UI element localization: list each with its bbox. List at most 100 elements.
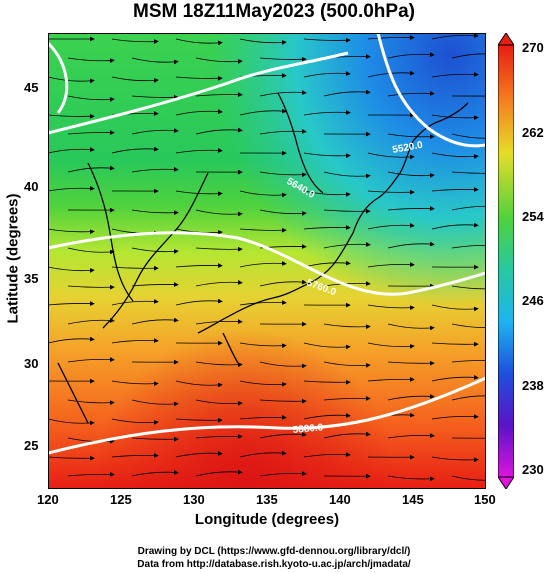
streamline	[195, 280, 243, 287]
streamline	[48, 418, 95, 426]
streamline	[175, 148, 223, 154]
streamline	[303, 452, 351, 458]
streamline	[239, 261, 287, 268]
streamline	[175, 451, 223, 458]
y-tick-label: 25	[24, 438, 39, 453]
streamline	[451, 285, 486, 290]
streamline	[111, 299, 159, 306]
streamline	[431, 222, 479, 230]
colorbar-tick-label: 246	[522, 293, 544, 308]
streamline	[131, 57, 179, 65]
map-title: MSM 18Z11May2023 (500.0hPa)	[133, 1, 415, 22]
streamline	[48, 301, 95, 306]
streamline	[323, 323, 371, 330]
streamline	[431, 152, 479, 159]
contour-label-5880: 5880.0	[292, 422, 324, 436]
colorbar-tick-label: 230	[522, 462, 544, 477]
streamline	[67, 472, 115, 477]
streamline	[387, 323, 435, 331]
streamline	[303, 225, 351, 230]
streamline	[323, 89, 371, 97]
streamline	[67, 399, 115, 406]
streamline	[259, 398, 307, 404]
streamline	[259, 171, 307, 178]
streamline	[175, 38, 223, 46]
streamline	[195, 361, 243, 368]
colorbar	[497, 32, 515, 490]
streamline	[367, 35, 415, 40]
colorbar-tick-label: 254	[522, 209, 544, 224]
streamline	[67, 357, 115, 363]
streamline	[67, 437, 115, 444]
streamline	[303, 152, 351, 159]
credit-data: Data from http://database.rish.kyoto-u.a…	[137, 559, 411, 570]
streamline	[367, 223, 415, 230]
streamline	[431, 341, 479, 347]
y-tick-label: 30	[24, 356, 39, 371]
streamline	[387, 206, 435, 211]
streamline	[175, 417, 223, 423]
streamline	[387, 394, 435, 401]
streamline	[175, 263, 223, 268]
streamline	[195, 209, 243, 217]
streamline	[387, 171, 435, 178]
streamline	[48, 147, 95, 154]
streamline	[195, 399, 243, 406]
streamline	[431, 456, 479, 463]
streamline	[67, 130, 115, 135]
streamline	[111, 418, 159, 425]
streamline	[48, 266, 95, 273]
streamline	[111, 76, 159, 83]
streamline	[431, 72, 479, 78]
streamline	[303, 110, 351, 116]
streamline	[367, 304, 415, 311]
streamline	[195, 469, 243, 477]
x-tick-label: 125	[110, 492, 132, 507]
streamline	[67, 284, 115, 290]
streamline	[67, 165, 115, 173]
streamline	[387, 52, 435, 59]
streamline	[259, 90, 307, 97]
colorbar-top-arrow	[497, 32, 515, 46]
x-axis-label: Longitude (degrees)	[194, 511, 340, 528]
streamline	[259, 209, 307, 216]
streamline	[323, 431, 371, 439]
streamline	[239, 190, 287, 198]
streamline	[195, 127, 243, 135]
streamline	[387, 360, 435, 366]
streamline	[431, 187, 479, 192]
y-tick-label: 35	[24, 271, 39, 286]
streamline	[367, 262, 415, 268]
streamline	[451, 244, 486, 249]
streamline	[451, 171, 486, 174]
streamline	[323, 281, 371, 287]
streamline	[67, 57, 115, 63]
warm-ridge-shading	[48, 33, 486, 489]
streamline	[195, 246, 243, 252]
streamline	[303, 190, 351, 197]
contour-label-5520: 5520.0	[392, 140, 424, 156]
streamline	[387, 433, 435, 439]
streamline	[195, 92, 243, 97]
streamline	[431, 304, 479, 312]
streamline	[175, 75, 223, 81]
streamline	[387, 133, 435, 140]
streamline	[131, 436, 179, 442]
streamline	[451, 205, 486, 211]
streamline	[431, 33, 479, 40]
streamline	[239, 227, 287, 233]
x-tick-label: 120	[37, 492, 59, 507]
streamline	[387, 241, 435, 249]
streamline	[111, 265, 159, 271]
streamline	[451, 323, 486, 328]
streamline	[239, 300, 287, 306]
streamline	[303, 413, 351, 420]
streamline	[175, 380, 223, 388]
streamline	[431, 375, 479, 382]
streamline	[48, 113, 95, 119]
streamline	[48, 455, 95, 461]
streamline	[195, 57, 243, 64]
streamline	[67, 247, 115, 255]
streamline	[111, 146, 159, 154]
streamline	[303, 37, 351, 43]
